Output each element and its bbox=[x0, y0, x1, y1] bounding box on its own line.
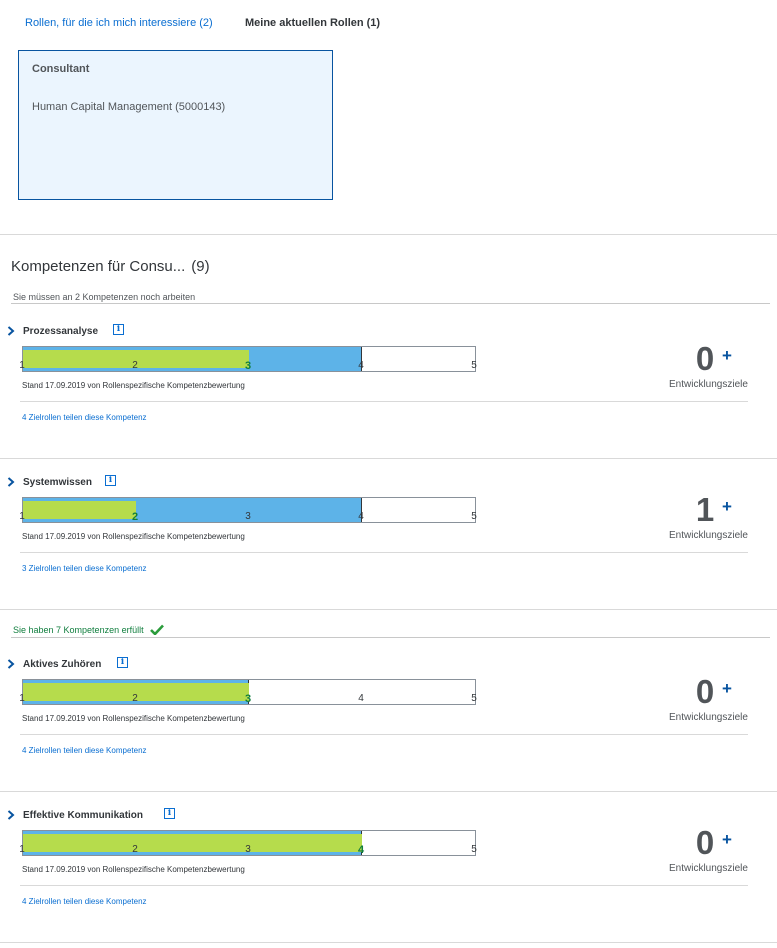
competency-level-bar bbox=[22, 497, 476, 523]
tab-current-roles[interactable]: Meine aktuellen Rollen (1) bbox=[245, 17, 381, 29]
divider bbox=[20, 885, 748, 886]
competency-name[interactable]: Aktives Zuhören bbox=[23, 659, 102, 670]
development-goals-label: Entwicklungsziele bbox=[669, 863, 748, 874]
scale-tick: 1 bbox=[19, 511, 25, 522]
scale-tick: 2 bbox=[132, 844, 138, 855]
add-goal-button[interactable]: + bbox=[722, 346, 732, 365]
role-tile-consultant[interactable]: Consultant Human Capital Management (500… bbox=[18, 50, 333, 200]
assessment-date-text: Stand 17.09.2019 von Rollenspezifische K… bbox=[22, 532, 245, 541]
role-title: Consultant bbox=[32, 63, 90, 75]
chevron-right-icon[interactable] bbox=[7, 477, 15, 487]
development-goals-label: Entwicklungsziele bbox=[669, 712, 748, 723]
group-divider bbox=[11, 303, 770, 304]
group-header-done-text: Sie haben 7 Kompetenzen erfüllt bbox=[13, 625, 144, 635]
assessment-date-text: Stand 17.09.2019 von Rollenspezifische K… bbox=[22, 865, 245, 874]
info-icon[interactable]: i bbox=[164, 808, 175, 819]
scale-tick: 5 bbox=[471, 511, 477, 522]
actual-level-fill bbox=[23, 834, 362, 852]
development-goals-count: 0 bbox=[695, 824, 715, 861]
chevron-right-icon[interactable] bbox=[7, 659, 15, 669]
shared-roles-link[interactable]: 3 Zielrollen teilen diese Kompetenz bbox=[22, 564, 147, 573]
scale-tick: 3 bbox=[244, 693, 252, 705]
scale-tick: 3 bbox=[244, 360, 252, 372]
competency-name[interactable]: Effektive Kommunikation bbox=[23, 810, 144, 821]
competency-name[interactable]: Systemwissen bbox=[23, 477, 92, 488]
group-header-todo: Sie müssen an 2 Kompetenzen noch arbeite… bbox=[13, 292, 196, 302]
scale-tick: 4 bbox=[358, 511, 364, 522]
assessment-date-text: Stand 17.09.2019 von Rollenspezifische K… bbox=[22, 381, 245, 390]
divider bbox=[20, 552, 748, 553]
competency-level-bar bbox=[22, 679, 476, 705]
competency-name[interactable]: Prozessanalyse bbox=[23, 326, 99, 337]
add-goal-button[interactable]: + bbox=[722, 830, 732, 849]
scale-tick: 4 bbox=[358, 693, 364, 704]
shared-roles-link[interactable]: 4 Zielrollen teilen diese Kompetenz bbox=[22, 413, 147, 422]
actual-level-fill bbox=[23, 501, 136, 519]
role-organization: Human Capital Management (5000143) bbox=[32, 101, 226, 113]
scale-tick: 1 bbox=[19, 693, 25, 704]
competencies-section-title: Kompetenzen für Consu... (9) bbox=[11, 258, 210, 275]
divider bbox=[20, 734, 748, 735]
competency-level-bar bbox=[22, 346, 476, 372]
tab-interested-roles[interactable]: Rollen, für die ich mich interessiere (2… bbox=[25, 17, 213, 29]
divider bbox=[0, 458, 777, 459]
scale-tick: 4 bbox=[357, 844, 365, 856]
section-title-text: Kompetenzen für Consu... bbox=[11, 258, 186, 275]
development-goals-label: Entwicklungsziele bbox=[669, 379, 748, 390]
scale-tick: 5 bbox=[471, 844, 477, 855]
add-goal-button[interactable]: + bbox=[722, 679, 732, 698]
divider bbox=[0, 942, 777, 943]
info-icon[interactable]: i bbox=[113, 324, 124, 335]
shared-roles-link[interactable]: 4 Zielrollen teilen diese Kompetenz bbox=[22, 897, 147, 906]
scale-tick: 3 bbox=[245, 844, 251, 855]
scale-tick: 5 bbox=[471, 693, 477, 704]
chevron-right-icon[interactable] bbox=[7, 326, 15, 336]
info-icon[interactable]: i bbox=[117, 657, 128, 668]
development-goals-label: Entwicklungsziele bbox=[669, 530, 748, 541]
competency-count: (9) bbox=[191, 258, 210, 275]
group-divider bbox=[11, 637, 770, 638]
checkmark-icon bbox=[150, 624, 165, 635]
scale-tick: 2 bbox=[132, 360, 138, 371]
scale-tick: 1 bbox=[19, 844, 25, 855]
shared-roles-link[interactable]: 4 Zielrollen teilen diese Kompetenz bbox=[22, 746, 147, 755]
divider bbox=[0, 791, 777, 792]
competency-level-bar bbox=[22, 830, 476, 856]
scale-tick: 3 bbox=[245, 511, 251, 522]
info-icon[interactable]: i bbox=[105, 475, 116, 486]
chevron-right-icon[interactable] bbox=[7, 810, 15, 820]
actual-level-fill bbox=[23, 350, 249, 368]
section-divider bbox=[0, 234, 777, 235]
scale-tick: 2 bbox=[131, 511, 139, 523]
actual-level-fill bbox=[23, 683, 249, 701]
add-goal-button[interactable]: + bbox=[722, 497, 732, 516]
assessment-date-text: Stand 17.09.2019 von Rollenspezifische K… bbox=[22, 714, 245, 723]
scale-tick: 4 bbox=[358, 360, 364, 371]
scale-tick: 1 bbox=[19, 360, 25, 371]
scale-tick: 5 bbox=[471, 360, 477, 371]
development-goals-count: 0 bbox=[695, 673, 715, 710]
development-goals-count: 0 bbox=[695, 340, 715, 377]
development-goals-count: 1 bbox=[695, 491, 715, 528]
divider bbox=[20, 401, 748, 402]
group-header-done: Sie haben 7 Kompetenzen erfüllt bbox=[13, 624, 165, 635]
divider bbox=[0, 609, 777, 610]
scale-tick: 2 bbox=[132, 693, 138, 704]
